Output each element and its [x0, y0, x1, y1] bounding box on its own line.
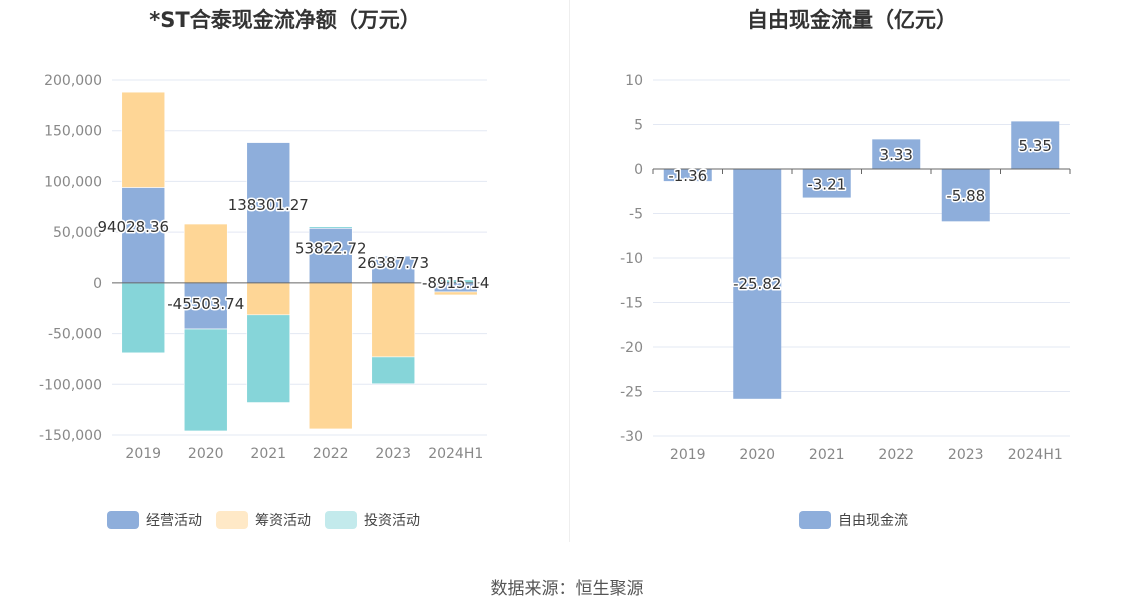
- right-chart-title: 自由现金流量（亿元）: [747, 8, 957, 32]
- data-label-operating: 26387.73: [357, 254, 429, 272]
- legend-item-fcf[interactable]: 自由现金流: [799, 510, 908, 530]
- legend-label-financing: 筹资活动: [255, 513, 311, 529]
- y-tick-label: 10: [625, 73, 643, 89]
- legend-label-fcf: 自由现金流: [838, 513, 908, 529]
- bar-fcf: [1011, 121, 1060, 169]
- bar-financing: [433, 291, 478, 296]
- left-chart-title: *ST合泰现金流净额（万元）: [149, 8, 421, 32]
- x-tick-label: 2023: [375, 446, 411, 462]
- x-tick-label: 2024H1: [1008, 447, 1063, 463]
- x-tick-label: 2023: [948, 447, 984, 463]
- data-label-operating: 94028.36: [97, 218, 169, 236]
- data-label-operating: -45503.74: [167, 295, 244, 313]
- legend-swatch-financing: [216, 511, 248, 529]
- legend-label-investing: 投资活动: [364, 513, 420, 529]
- x-tick-label: 2019: [670, 447, 706, 463]
- y-tick-label: 50,000: [53, 225, 102, 241]
- bar-financing: [246, 282, 291, 316]
- left-legend: 经营活动 筹资活动 投资活动: [107, 510, 434, 530]
- y-tick-label: -10: [620, 251, 643, 267]
- bar-fcf: [872, 139, 921, 169]
- data-label-fcf: -1.36: [668, 167, 707, 185]
- bar-financing: [121, 91, 166, 188]
- bar-investing: [308, 226, 353, 229]
- y-tick-label: 200,000: [44, 73, 102, 89]
- legend-item-financing[interactable]: 筹资活动: [216, 510, 311, 530]
- bar-financing: [183, 223, 228, 284]
- free-cash-flow-chart: 10 5 0 -5 -10 -15 -20 -25 -30 2019 2020 2021 2022 202…: [620, 73, 1071, 463]
- y-tick-label: -15: [620, 296, 643, 312]
- y-tick-label: -50,000: [48, 327, 102, 343]
- data-label-fcf: -25.82: [733, 275, 781, 293]
- legend-swatch-investing: [325, 511, 357, 529]
- bar-fcf: [802, 169, 851, 198]
- bar-fcf: [663, 169, 712, 182]
- y-tick-label: -5: [629, 207, 643, 223]
- y-tick-label: -25: [620, 385, 643, 401]
- data-label-operating: 53822.72: [295, 239, 367, 257]
- y-tick-label: 150,000: [44, 124, 102, 140]
- x-tick-label: 2021: [809, 447, 845, 463]
- bar-financing: [371, 282, 416, 358]
- x-tick-label: 2019: [125, 446, 161, 462]
- x-tick-label: 2021: [250, 446, 286, 462]
- bar-investing: [121, 282, 166, 354]
- legend-item-investing[interactable]: 投资活动: [325, 510, 420, 530]
- y-tick-label: -20: [620, 340, 643, 356]
- y-tick-label: -150,000: [39, 428, 102, 444]
- bar-investing: [183, 328, 228, 432]
- legend-swatch-operating: [107, 511, 139, 529]
- x-tick-label: 2020: [188, 446, 224, 462]
- y-tick-label: 5: [634, 118, 643, 134]
- bar-fcf: [941, 169, 990, 222]
- bar-operating: [183, 282, 228, 330]
- data-label-fcf: -5.88: [946, 187, 985, 205]
- bar-operating: [246, 142, 291, 284]
- x-tick-label: 2022: [878, 447, 914, 463]
- y-tick-label: 100,000: [44, 174, 102, 190]
- x-tick-label: 2022: [313, 446, 349, 462]
- y-tick-label: 0: [93, 276, 102, 292]
- bar-fcf: [733, 169, 782, 399]
- bar-operating: [121, 187, 166, 284]
- legend-label-operating: 经营活动: [146, 513, 202, 529]
- cash-flow-chart: 200,000 150,000 100,000 50,000 0 -50,000 -100,…: [39, 73, 491, 462]
- data-label-fcf: 3.33: [880, 146, 913, 164]
- bar-operating: [371, 255, 416, 284]
- data-label-fcf: -3.21: [807, 175, 846, 193]
- y-tick-label: 0: [634, 162, 643, 178]
- x-tick-label: 2020: [739, 447, 775, 463]
- legend-swatch-fcf: [799, 511, 831, 529]
- x-tick-label: 2024H1: [428, 446, 483, 462]
- right-legend: 自由现金流: [799, 510, 922, 530]
- bar-operating: [308, 227, 353, 284]
- y-tick-label: -100,000: [39, 377, 102, 393]
- bar-investing: [371, 356, 416, 385]
- data-source: 数据来源：恒生聚源: [490, 579, 644, 599]
- bar-investing: [246, 314, 291, 403]
- legend-item-operating[interactable]: 经营活动: [107, 510, 202, 530]
- data-label-operating: -8915.14: [422, 274, 489, 292]
- chart-divider: [569, 0, 570, 542]
- y-tick-label: -30: [620, 429, 643, 445]
- data-label-operating: 138301.27: [228, 196, 309, 214]
- bar-financing: [308, 282, 353, 430]
- data-label-fcf: 5.35: [1019, 137, 1052, 155]
